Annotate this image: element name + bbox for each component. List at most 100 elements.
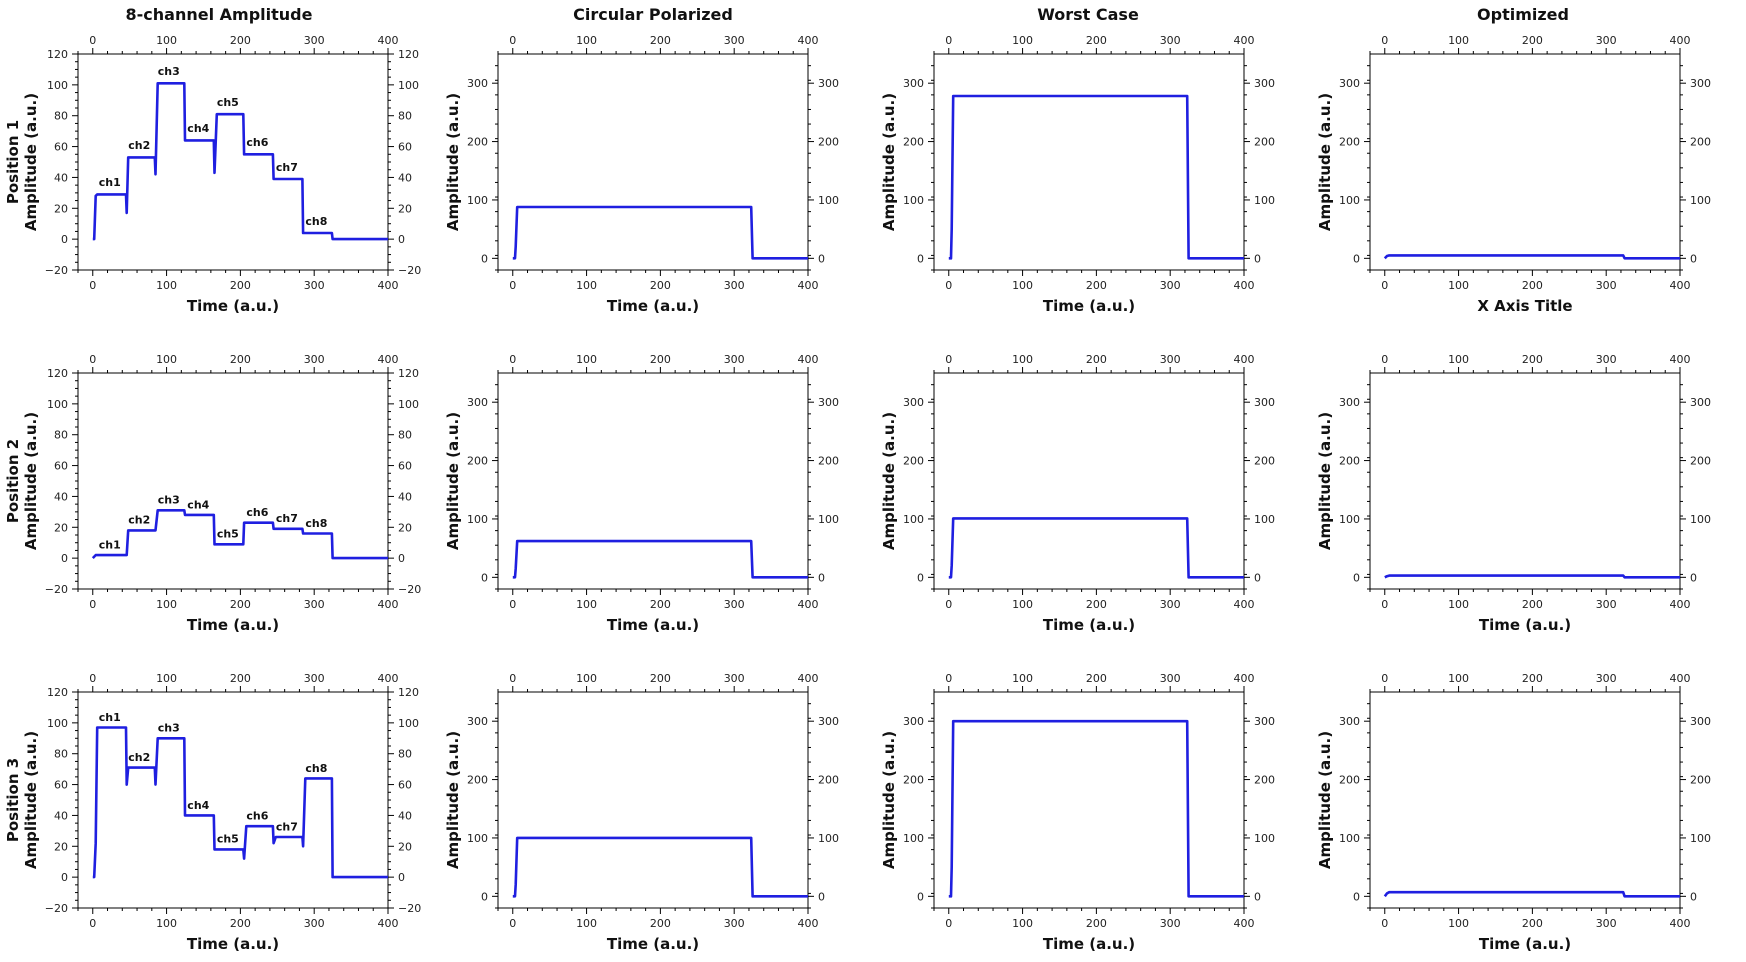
y-tick-label: −20 <box>45 583 68 596</box>
y-tick-label: 0 <box>481 571 488 584</box>
channel-label-ch6: ch6 <box>246 506 268 519</box>
x-tick-label-top: 300 <box>1160 672 1181 685</box>
x-axis-label: Time (a.u.) <box>187 935 279 953</box>
y-tick-label-right: 300 <box>1254 77 1275 90</box>
x-tick-label: 0 <box>945 598 952 611</box>
col-title-2: Circular Polarized <box>573 5 733 24</box>
x-tick-label-top: 200 <box>1522 34 1543 47</box>
x-tick-label: 0 <box>1381 279 1388 292</box>
channel-label-ch4: ch4 <box>187 122 209 135</box>
x-tick-label: 100 <box>1012 598 1033 611</box>
x-tick-label: 0 <box>1381 598 1388 611</box>
chart-panel-p3-wc: 0 0 100 100 200 200 300 300 400 400 0 0 100 100 200 200… <box>880 672 1275 953</box>
row-title-2: Position 2 Amplitude (a.u.) <box>4 412 40 550</box>
y-tick-label: 100 <box>47 717 68 730</box>
x-tick-label-top: 0 <box>1381 672 1388 685</box>
x-tick-label-top: 200 <box>650 353 671 366</box>
x-tick-label: 100 <box>576 279 597 292</box>
series-line <box>92 726 388 879</box>
y-tick-label-right: 0 <box>1254 252 1261 265</box>
x-tick-label: 300 <box>304 279 325 292</box>
y-tick-label-right: 100 <box>398 398 419 411</box>
channel-label-ch6: ch6 <box>246 810 268 823</box>
x-axis-label: Time (a.u.) <box>187 297 279 315</box>
y-tick-label-right: 300 <box>818 77 839 90</box>
x-tick-label-top: 400 <box>1234 34 1255 47</box>
y-tick-label-right: 100 <box>1254 513 1275 526</box>
x-axis-label: Time (a.u.) <box>1043 935 1135 953</box>
x-tick-label: 200 <box>230 279 251 292</box>
y-tick-label-right: 200 <box>1690 455 1711 468</box>
x-tick-label-top: 200 <box>1522 353 1543 366</box>
y-tick-label: 300 <box>467 396 488 409</box>
x-tick-label-top: 400 <box>1234 672 1255 685</box>
x-tick-label: 100 <box>156 917 177 930</box>
x-tick-label-top: 100 <box>156 353 177 366</box>
y-tick-label-right: 200 <box>1254 774 1275 787</box>
y-tick-label-right: 60 <box>398 141 412 154</box>
y-tick-label: 200 <box>903 774 924 787</box>
x-tick-label: 100 <box>1448 598 1469 611</box>
y-tick-label: 0 <box>1353 252 1360 265</box>
chart-panel-p2-opt: 0 0 100 100 200 200 300 300 400 400 0 0 100 100 200 200… <box>1316 353 1711 634</box>
y-tick-label: 0 <box>481 890 488 903</box>
channel-label-ch3: ch3 <box>158 722 180 735</box>
chart-panel-p2-amp: 0 0 100 100 200 200 300 300 400 400 −20 −20 0 0 20 20 40… <box>45 353 421 634</box>
y-tick-label: 80 <box>54 429 68 442</box>
y-tick-label-right: 0 <box>398 233 405 246</box>
series-line <box>92 82 388 241</box>
x-tick-label: 200 <box>1086 917 1107 930</box>
x-tick-label-top: 300 <box>724 353 745 366</box>
y-tick-label: 300 <box>1339 396 1360 409</box>
x-tick-label-top: 400 <box>1670 353 1691 366</box>
x-tick-label-top: 300 <box>1160 353 1181 366</box>
y-tick-label: 200 <box>1339 136 1360 149</box>
y-tick-label-right: 60 <box>398 779 412 792</box>
chart-panel-p2-cp: 0 0 100 100 200 200 300 300 400 400 0 0 100 100 200 200… <box>444 353 839 634</box>
x-tick-label-top: 0 <box>509 353 516 366</box>
row-title-position: Position 1 <box>4 120 22 204</box>
y-tick-label-right: 120 <box>398 367 419 380</box>
x-tick-label: 0 <box>509 598 516 611</box>
y-tick-label-right: 100 <box>1690 832 1711 845</box>
column-titles: 8-channel Amplitude Circular Polarized W… <box>126 5 1569 24</box>
x-tick-label-top: 200 <box>230 672 251 685</box>
y-tick-label-right: 100 <box>398 79 419 92</box>
x-tick-label: 400 <box>1234 279 1255 292</box>
x-tick-label-top: 300 <box>724 672 745 685</box>
plot-frame <box>933 53 1245 271</box>
series-line <box>512 836 808 898</box>
x-tick-label-top: 100 <box>1448 353 1469 366</box>
x-tick-label-top: 200 <box>650 34 671 47</box>
y-tick-label-right: 100 <box>1690 513 1711 526</box>
chart-panel-p1-opt: 0 0 100 100 200 200 300 300 400 400 0 0 100 100 200 200… <box>1316 34 1711 292</box>
y-axis-label: Amplitude (a.u.) <box>444 731 462 869</box>
y-tick-label: 80 <box>54 748 68 761</box>
y-tick-label-right: 80 <box>398 429 412 442</box>
x-tick-label-top: 200 <box>1086 672 1107 685</box>
col-title-1: 8-channel Amplitude <box>126 5 313 24</box>
channel-label-ch8: ch8 <box>305 215 327 228</box>
y-tick-label-right: 300 <box>1690 715 1711 728</box>
y-tick-label: 60 <box>54 141 68 154</box>
y-tick-label-right: 100 <box>818 194 839 207</box>
y-tick-label: 300 <box>467 77 488 90</box>
y-tick-label: 0 <box>917 571 924 584</box>
series-line <box>1384 574 1680 579</box>
x-tick-label-top: 300 <box>304 353 325 366</box>
y-tick-label-right: 0 <box>1254 890 1261 903</box>
y-tick-label: 300 <box>1339 715 1360 728</box>
x-axis-label: Time (a.u.) <box>607 935 699 953</box>
row-title-amplitude: Amplitude (a.u.) <box>22 731 40 869</box>
x-tick-label-top: 300 <box>1160 34 1181 47</box>
channel-label-ch1: ch1 <box>99 711 121 724</box>
y-tick-label-right: 300 <box>818 715 839 728</box>
x-tick-label: 300 <box>304 598 325 611</box>
channel-label-ch4: ch4 <box>187 498 209 511</box>
y-tick-label-right: 200 <box>1690 774 1711 787</box>
y-tick-label: 100 <box>47 79 68 92</box>
channel-label-ch2: ch2 <box>128 514 150 527</box>
y-tick-label: 300 <box>1339 77 1360 90</box>
